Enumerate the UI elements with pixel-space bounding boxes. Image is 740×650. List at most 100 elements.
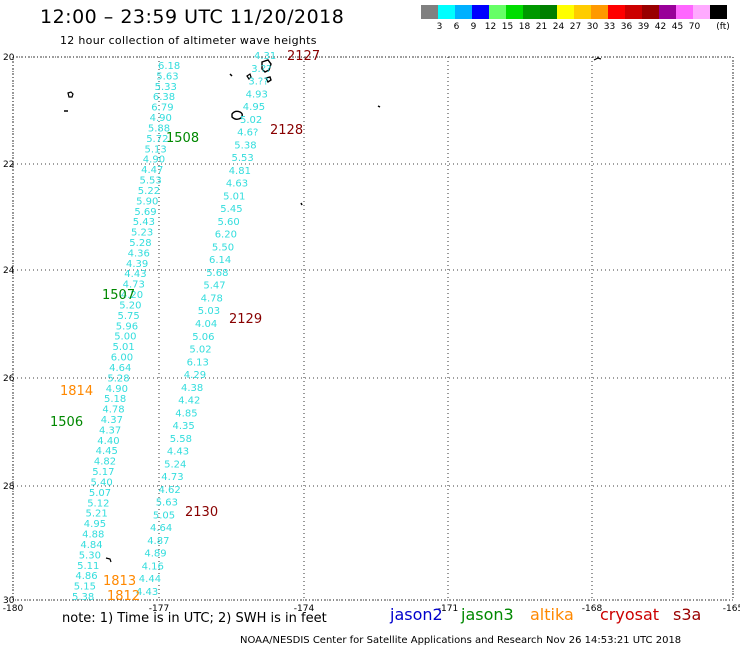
track-b-value: 4.04 xyxy=(195,319,217,330)
track-a-value: 5.21 xyxy=(86,509,108,520)
track-b-value: 4.63 xyxy=(226,179,248,190)
track-b-value: 5.68 xyxy=(206,268,228,279)
track-b-value: 5.02 xyxy=(240,115,262,126)
track-b-value: 5.45 xyxy=(220,204,242,215)
legend-label: 70 xyxy=(688,22,701,32)
lat-label: 24 xyxy=(3,266,15,276)
pass-label: 1812 xyxy=(107,589,140,604)
legend-label: 12 xyxy=(484,22,497,32)
track-b-value: 6.14 xyxy=(209,255,231,266)
track-a-value: 5.07 xyxy=(89,488,111,499)
legend-label: 33 xyxy=(603,22,616,32)
sat-altika: altika xyxy=(530,605,574,624)
sat-jason2-label: jason2 xyxy=(390,605,443,624)
track-b-value: 4.42 xyxy=(178,396,200,407)
track-b-value: 4.16 xyxy=(142,562,164,573)
track-a-value: 4.95 xyxy=(84,519,106,530)
track-b-value: 5.02 xyxy=(189,345,211,356)
lat-label: 28 xyxy=(3,482,15,492)
track-a-value: 5.18 xyxy=(104,394,126,405)
sat-s3a-label: s3a xyxy=(673,605,702,624)
track-b-value: 5.01 xyxy=(223,191,245,202)
legend-swatch xyxy=(659,5,676,19)
track-b-value: 4.43 xyxy=(167,447,189,458)
track-a-value: 4.84 xyxy=(80,540,102,551)
legend-swatch xyxy=(472,5,489,19)
track-b-value: 4.43 xyxy=(136,587,158,598)
page-title: 12:00 – 23:59 UTC 11/20/2018 xyxy=(40,6,345,28)
track-a-value: 5.22 xyxy=(138,186,160,197)
track-a-value: 4.88 xyxy=(82,530,104,541)
sat-jason2: jason2 xyxy=(390,605,443,624)
island-7 xyxy=(264,76,272,84)
pass-label: 2130 xyxy=(185,505,218,520)
track-b-value: 3.?? xyxy=(248,77,268,88)
track-b-value: 5.60 xyxy=(218,217,240,228)
track-a-value: 5.90 xyxy=(136,196,158,207)
legend-label: 21 xyxy=(535,22,548,32)
pass-label: 2129 xyxy=(229,312,262,327)
track-b-value: 4.95 xyxy=(243,102,265,113)
legend-swatch xyxy=(421,5,438,19)
track-b-value: 5.58 xyxy=(170,434,192,445)
page-subtitle: 12 hour collection of altimeter wave hei… xyxy=(60,34,317,47)
sat-jason3-label: jason3 xyxy=(461,605,514,624)
track-a-value: 5.96 xyxy=(116,321,138,332)
track-a-value: 4.20 xyxy=(121,290,143,301)
legend-swatch xyxy=(574,5,591,19)
pass-label: 1813 xyxy=(103,574,136,589)
track-a-value: 4.47 xyxy=(141,165,163,176)
legend-swatch xyxy=(693,5,710,19)
track-a-value: 5.23 xyxy=(131,228,153,239)
legend-swatch xyxy=(625,5,642,19)
track-a-value: 4.90 xyxy=(143,155,165,166)
track-a-value: 5.00 xyxy=(114,332,136,343)
island-outlines xyxy=(64,57,602,563)
credit-line: NOAA/NESDIS Center for Satellite Applica… xyxy=(240,635,682,646)
track-b-value: 4.81 xyxy=(229,166,251,177)
legend-label: 27 xyxy=(569,22,582,32)
legend-swatch xyxy=(438,5,455,19)
track-a-value: 5.53 xyxy=(140,176,162,187)
track-b-value: 5.05 xyxy=(153,510,175,521)
legend-label: 42 xyxy=(654,22,667,32)
track-b-value: 5.06 xyxy=(192,332,214,343)
track-a-value: 5.63 xyxy=(156,71,178,82)
pass-label: 1814 xyxy=(60,384,93,399)
legend-label: 15 xyxy=(501,22,514,32)
track-b-value: 4.93 xyxy=(246,89,268,100)
track-b-value: 4.89 xyxy=(144,549,166,560)
track-a-value: 4.82 xyxy=(94,457,116,468)
track-b-value: 4.73 xyxy=(161,472,183,483)
color-legend: 3 6 9 12 15 18 21 24 27 30 33 36 39 42 45 70 (ft) xyxy=(421,5,731,35)
track-b-value: 4.38 xyxy=(181,383,203,394)
track-b-value: 5.24 xyxy=(164,459,186,470)
legend-label: 36 xyxy=(620,22,633,32)
legend-label: 30 xyxy=(586,22,599,32)
legend-swatch xyxy=(523,5,540,19)
legend-swatch xyxy=(489,5,506,19)
sat-cryosat: cryosat xyxy=(600,605,659,624)
legend-label: 39 xyxy=(637,22,650,32)
track-a-values: 6.185.635.336.386.794.905.885.725.134.90… xyxy=(72,61,180,603)
lon-label: -174 xyxy=(294,604,315,614)
track-a-value: 5.11 xyxy=(77,561,99,572)
pass-label: 2128 xyxy=(270,123,303,138)
track-a-value: 6.79 xyxy=(151,103,173,114)
island-4 xyxy=(246,73,252,80)
legend-label: 45 xyxy=(671,22,684,32)
track-a-value: 4.45 xyxy=(96,446,118,457)
legend-label: 24 xyxy=(552,22,565,32)
track-a-value: 4.90 xyxy=(106,384,128,395)
sat-jason3: jason3 xyxy=(461,605,514,624)
track-a-value: 5.17 xyxy=(92,467,114,478)
track-a-value: 4.86 xyxy=(75,571,97,582)
legend-swatch xyxy=(710,5,727,19)
island-8 xyxy=(377,105,381,108)
lon-label: -165 xyxy=(723,604,740,614)
island-9 xyxy=(300,202,303,206)
track-a-value: 4.37 xyxy=(101,415,123,426)
track-a-value: 5.30 xyxy=(79,550,101,561)
track-a-value: 5.43 xyxy=(133,217,155,228)
track-a-value: 5.88 xyxy=(148,124,170,135)
